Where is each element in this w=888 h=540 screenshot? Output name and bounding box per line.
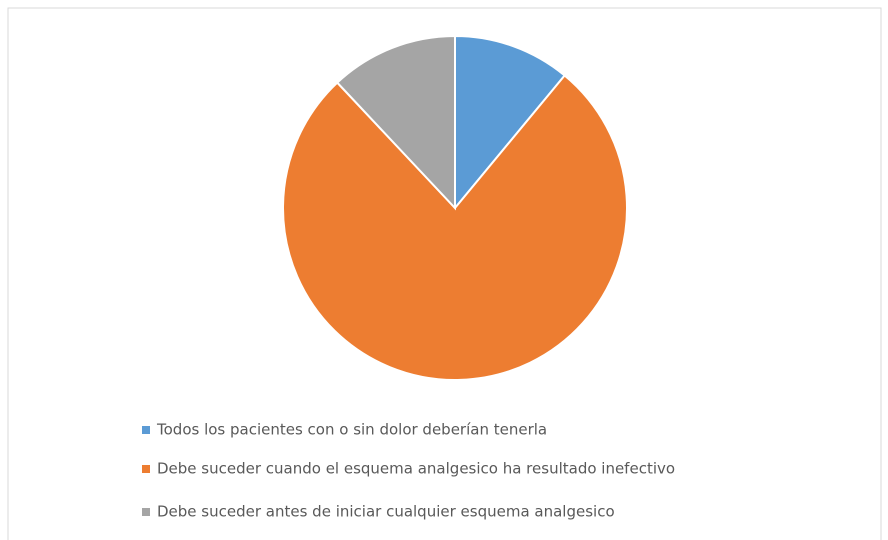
legend-swatch (142, 426, 150, 434)
legend-label: Todos los pacientes con o sin dolor debe… (156, 421, 547, 439)
legend-label: Debe suceder cuando el esquema analgesic… (157, 460, 675, 478)
legend-label: Debe suceder antes de iniciar cualquier … (157, 503, 615, 521)
pie-slice (454, 34, 567, 211)
chart-border (7, 7, 882, 540)
pie-slice (335, 34, 456, 211)
legend-swatch (142, 508, 150, 516)
legend-swatch (142, 465, 150, 473)
pie-slice (282, 74, 628, 381)
